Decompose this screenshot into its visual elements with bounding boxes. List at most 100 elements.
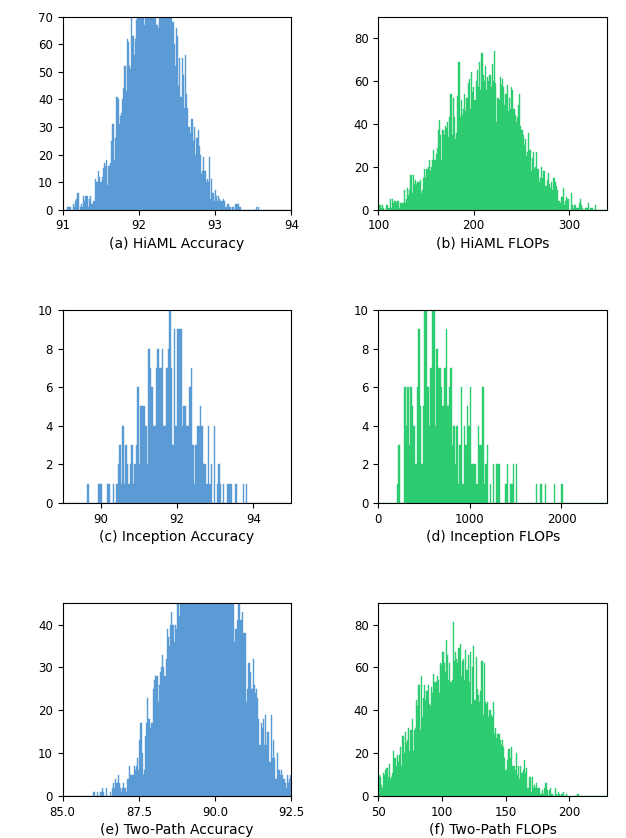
Bar [128, 779, 129, 796]
Bar [106, 160, 107, 210]
Bar [585, 208, 587, 210]
Bar [481, 661, 483, 796]
Bar [451, 680, 453, 796]
Bar [147, 697, 148, 796]
Bar [542, 789, 543, 796]
Bar [517, 774, 518, 796]
Bar [562, 794, 563, 796]
Bar [163, 668, 165, 796]
Bar [447, 654, 448, 796]
Bar [411, 387, 412, 503]
Bar [151, 0, 152, 210]
Bar [427, 387, 429, 503]
Bar [152, 723, 153, 796]
Bar [471, 73, 472, 210]
Bar [535, 167, 536, 210]
Bar [201, 526, 202, 796]
Bar [381, 208, 382, 210]
Bar [401, 204, 403, 210]
Bar [437, 676, 438, 796]
Bar [185, 55, 186, 210]
Bar [116, 96, 118, 210]
Bar [535, 484, 537, 503]
X-axis label: (a) HiAML Accuracy: (a) HiAML Accuracy [110, 236, 245, 251]
Bar [195, 573, 197, 796]
Bar [382, 788, 383, 796]
Bar [135, 464, 136, 503]
Bar [528, 788, 530, 796]
Bar [465, 445, 467, 503]
Bar [389, 764, 390, 796]
Bar [180, 329, 182, 503]
Bar [511, 747, 512, 796]
Bar [499, 464, 500, 503]
Bar [429, 426, 430, 503]
Bar [140, 6, 141, 210]
Bar [264, 745, 265, 796]
Bar [447, 122, 448, 210]
Bar [202, 547, 203, 796]
Bar [447, 406, 449, 503]
Bar [527, 788, 528, 796]
Bar [121, 792, 122, 796]
Bar [411, 193, 413, 210]
Bar [154, 680, 155, 796]
Bar [464, 94, 465, 210]
Bar [404, 204, 406, 210]
Bar [266, 745, 267, 796]
Bar [198, 130, 199, 210]
Bar [448, 680, 449, 796]
Bar [565, 201, 566, 210]
Bar [433, 674, 434, 796]
Bar [226, 582, 227, 796]
Bar [183, 406, 185, 503]
Bar [129, 66, 130, 210]
Bar [487, 77, 488, 210]
Bar [167, 368, 168, 503]
Bar [131, 17, 132, 210]
Bar [105, 166, 106, 210]
Bar [271, 715, 272, 796]
Bar [389, 208, 390, 210]
Bar [239, 207, 240, 210]
Bar [106, 788, 107, 796]
Bar [509, 749, 510, 796]
Bar [493, 81, 494, 210]
Bar [160, 672, 161, 796]
Bar [562, 197, 563, 210]
Bar [540, 484, 541, 503]
Bar [485, 464, 486, 503]
Bar [231, 509, 232, 796]
Bar [478, 87, 479, 210]
Bar [463, 109, 464, 210]
Bar [481, 445, 482, 503]
Bar [453, 426, 454, 503]
Bar [125, 788, 126, 796]
Bar [262, 727, 263, 796]
Bar [396, 204, 397, 210]
Bar [526, 768, 527, 796]
Bar [406, 199, 407, 210]
Bar [441, 665, 443, 796]
Bar [490, 711, 491, 796]
Bar [453, 98, 454, 210]
Bar [513, 464, 514, 503]
Bar [241, 620, 242, 796]
Bar [240, 620, 241, 796]
Bar [121, 484, 122, 503]
Bar [386, 768, 387, 796]
Bar [119, 784, 120, 796]
Bar [143, 14, 144, 210]
Bar [170, 310, 171, 503]
Bar [572, 205, 573, 210]
Bar [512, 90, 513, 210]
Bar [155, 676, 156, 796]
Bar [464, 426, 465, 503]
Bar [506, 464, 508, 503]
Bar [490, 75, 491, 210]
Bar [382, 205, 383, 210]
Bar [228, 207, 230, 210]
Bar [393, 751, 394, 796]
Bar [483, 715, 484, 796]
Bar [141, 0, 143, 210]
